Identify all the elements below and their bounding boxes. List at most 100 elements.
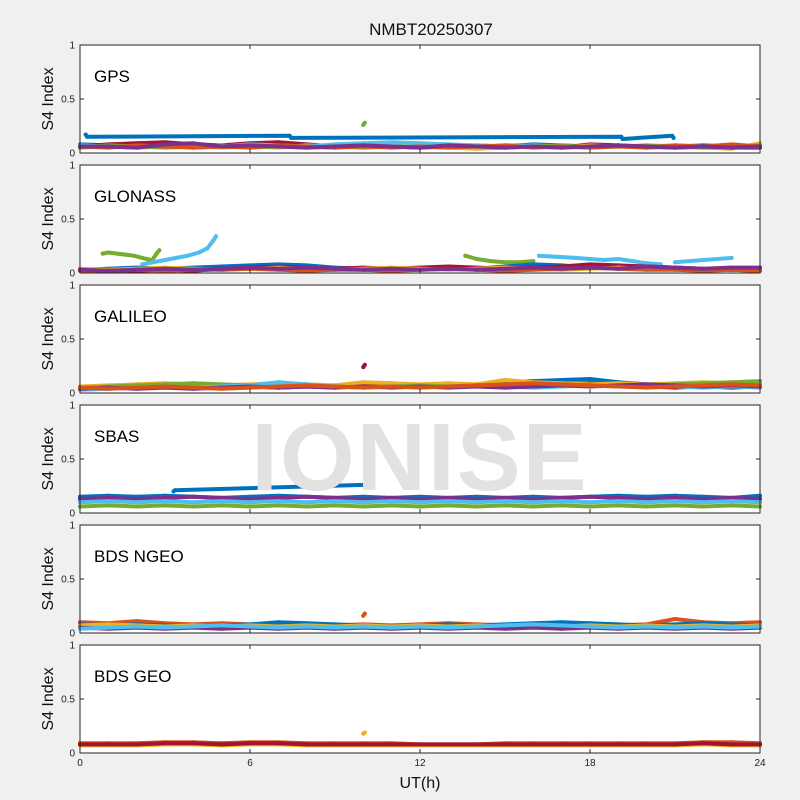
y-tick-label: 0.5 — [61, 575, 75, 586]
data-point — [276, 380, 281, 385]
x-tick-label: 24 — [754, 758, 766, 769]
data-point — [531, 622, 536, 627]
data-point — [729, 499, 734, 504]
data-point — [163, 495, 167, 500]
data-point — [114, 251, 119, 256]
data-point — [276, 503, 281, 508]
data-point — [191, 624, 196, 629]
data-point — [333, 144, 337, 149]
y-axis-label: S4 Index — [40, 67, 57, 130]
data-point — [163, 384, 167, 389]
data-point — [531, 262, 536, 267]
data-point — [559, 620, 564, 625]
data-point — [503, 623, 507, 628]
data-point — [701, 144, 706, 149]
data-point — [644, 144, 649, 149]
data-point — [131, 253, 136, 258]
data-point — [616, 143, 621, 148]
data-point — [333, 495, 337, 500]
constellation-label: SBAS — [94, 427, 139, 446]
data-point — [644, 500, 649, 505]
data-point — [588, 262, 592, 267]
y-tick-label: 1 — [69, 161, 75, 172]
watermark-text: IONISE — [251, 404, 588, 511]
data-point — [701, 504, 706, 509]
data-point — [701, 624, 706, 629]
data-point — [106, 499, 111, 504]
data-point — [474, 500, 479, 505]
data-point — [163, 625, 167, 630]
data-point — [191, 741, 196, 746]
data-point — [248, 504, 252, 509]
data-point — [248, 265, 252, 270]
data-point — [559, 626, 564, 631]
data-point — [106, 503, 111, 508]
data-point — [701, 258, 706, 262]
data-point — [503, 385, 507, 390]
data-point — [588, 742, 592, 747]
data-point — [361, 143, 366, 148]
subplot-glonass: 0 0.5 1 S4 Index GLONASS — [40, 161, 762, 280]
data-point — [673, 495, 677, 500]
data-point — [174, 255, 179, 260]
data-point — [389, 625, 394, 630]
data-point — [588, 624, 592, 629]
data-point — [602, 258, 607, 262]
data-point — [361, 497, 366, 501]
y-tick-label: 1 — [69, 401, 75, 412]
data-point — [474, 267, 479, 272]
data-point — [276, 144, 281, 149]
y-tick-label: 0 — [69, 389, 75, 400]
data-point — [588, 377, 592, 381]
y-tick-label: 0 — [69, 149, 75, 160]
data-point — [191, 141, 196, 146]
data-point — [559, 742, 564, 747]
data-point — [389, 140, 394, 145]
data-point — [304, 624, 309, 629]
data-point — [157, 248, 162, 253]
data-point — [701, 383, 706, 388]
data-point — [559, 378, 564, 382]
data-point — [106, 144, 111, 149]
data-point — [163, 258, 167, 262]
data-point — [531, 742, 536, 747]
data-point — [276, 266, 281, 271]
data-point — [276, 620, 281, 625]
constellation-label: GALILEO — [94, 307, 167, 326]
data-point — [503, 145, 507, 150]
data-series — [83, 132, 676, 141]
data-point — [503, 266, 507, 271]
data-point — [134, 742, 139, 747]
data-point — [163, 142, 167, 147]
y-tick-label: 0.5 — [61, 695, 75, 706]
data-point — [191, 500, 196, 505]
y-axis-label: S4 Index — [40, 547, 57, 610]
data-point — [588, 500, 592, 505]
data-point — [418, 742, 422, 747]
y-tick-label: 0 — [69, 629, 75, 640]
x-tick-label: 0 — [77, 758, 83, 769]
data-point — [673, 384, 677, 389]
data-point — [446, 266, 451, 271]
data-point — [361, 504, 366, 509]
data-point — [729, 742, 734, 747]
axes-background — [80, 285, 760, 393]
x-tick-label: 6 — [247, 758, 253, 769]
data-point — [219, 386, 224, 391]
data-point — [446, 499, 451, 504]
data-point — [191, 385, 196, 390]
data-point — [289, 135, 294, 140]
data-point — [644, 264, 649, 269]
data-point — [163, 503, 167, 508]
y-axis-label: S4 Index — [40, 427, 57, 490]
axes-background — [80, 645, 760, 753]
data-point — [219, 144, 224, 149]
data-point — [362, 120, 367, 125]
data-point — [389, 499, 394, 504]
y-tick-label: 1 — [69, 641, 75, 652]
data-point — [446, 381, 451, 386]
data-point — [389, 384, 394, 389]
data-point — [304, 265, 309, 270]
data-point — [531, 144, 536, 149]
